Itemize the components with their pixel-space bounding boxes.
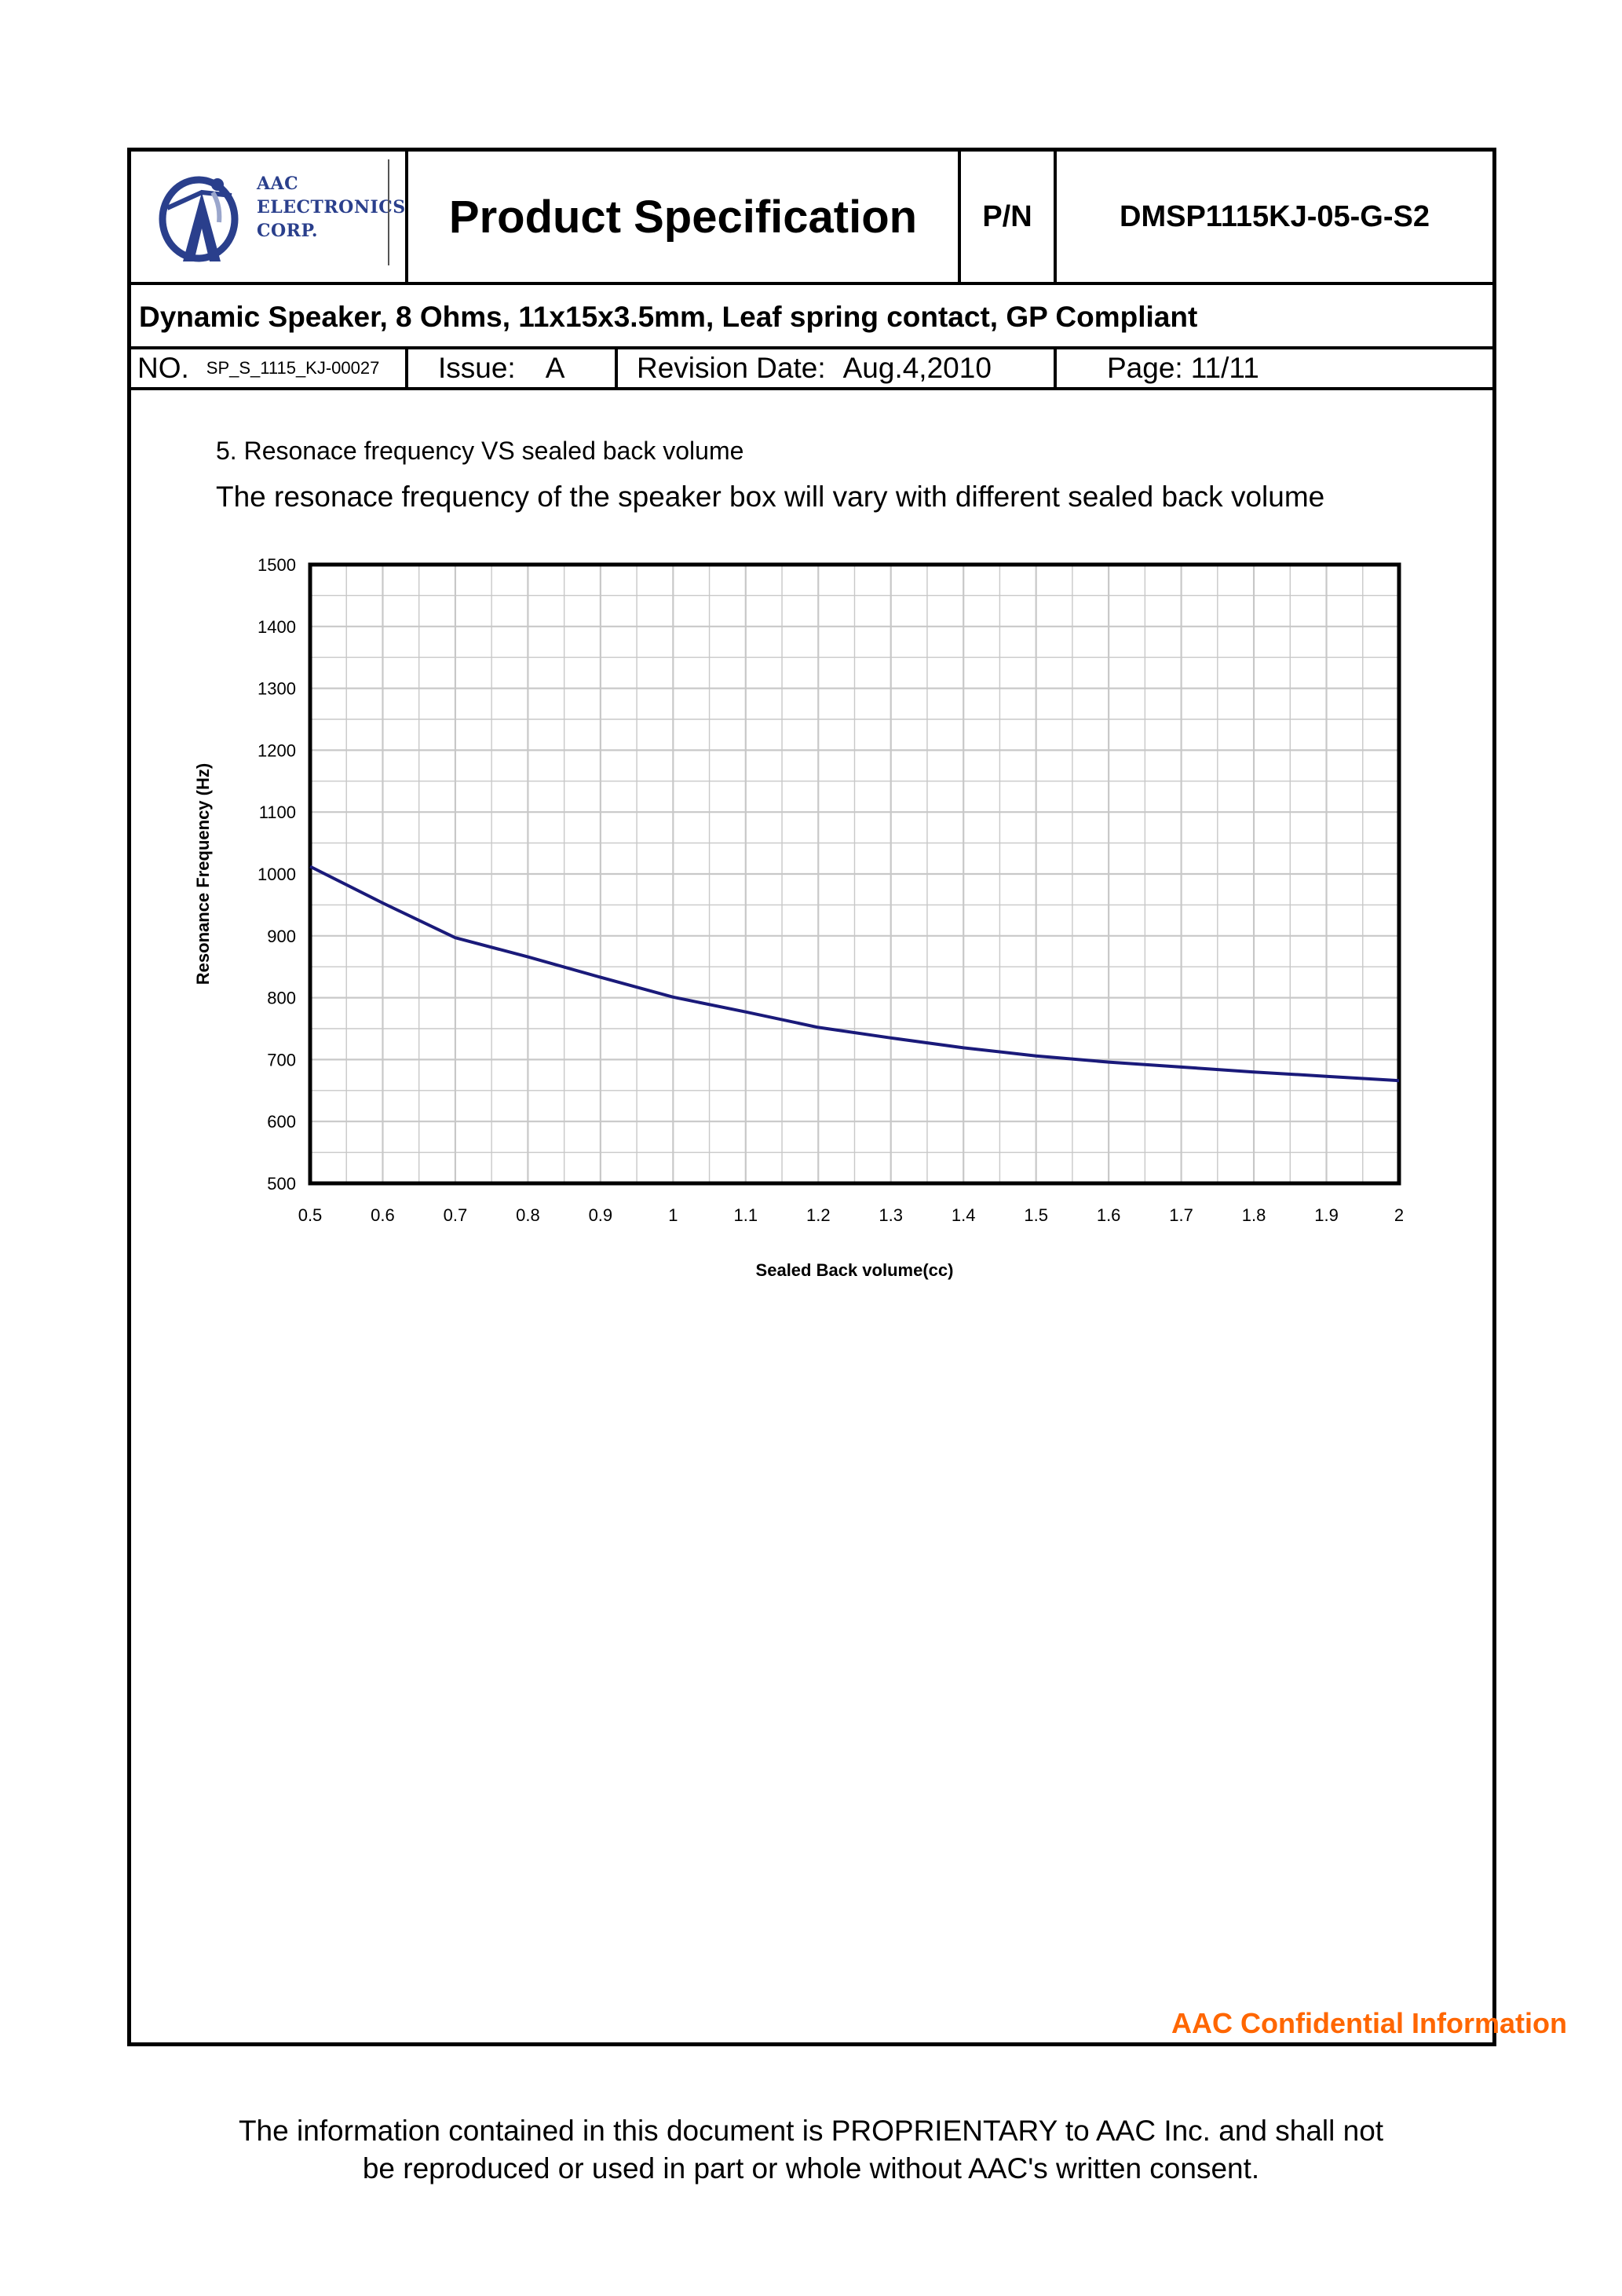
page-cell: Page: 11/11 [1057, 349, 1492, 387]
y-tick-label: 1200 [258, 740, 296, 760]
logo-divider [388, 159, 389, 265]
section-description: The resonace frequency of the speaker bo… [216, 481, 1325, 513]
revision-cell: Revision Date: Aug.4,2010 [618, 349, 1057, 387]
spec-frame: AAC ELECTRONICS CORP. Product Specificat… [127, 148, 1496, 2046]
page-value: 11/11 [1190, 352, 1259, 384]
plot-area-border [308, 562, 1401, 1186]
y-tick-label: 500 [267, 1174, 296, 1194]
x-tick-label: 2 [1394, 1205, 1404, 1225]
pn-label-cell: P/N [961, 152, 1057, 282]
x-tick-label: 1.5 [1024, 1205, 1048, 1225]
y-tick-label: 700 [267, 1050, 296, 1069]
y-tick-label: 1000 [258, 865, 296, 884]
logo-text-line: CORP. [257, 221, 319, 241]
revision-value: Aug.4,2010 [842, 352, 992, 384]
logo-text-line: AAC [257, 174, 299, 194]
aac-logo-icon [159, 176, 239, 262]
x-axis-label: Sealed Back volume(cc) [756, 1260, 954, 1280]
issue-label: Issue: [438, 352, 516, 384]
resonance-chart: 1500140013001200110010009008007006005000… [193, 555, 1404, 1280]
x-tick-label: 1.3 [879, 1205, 903, 1225]
y-axis-label: Resonance Frequency (Hz) [193, 763, 213, 985]
x-tick-label: 0.8 [516, 1205, 540, 1225]
subtitle-row: Dynamic Speaker, 8 Ohms, 11x15x3.5mm, Le… [131, 285, 1492, 349]
header-row: AAC ELECTRONICS CORP. Product Specificat… [131, 152, 1492, 285]
x-tick-label: 0.5 [298, 1205, 323, 1225]
series-line [309, 865, 1400, 1083]
y-tick-label: 1400 [258, 617, 296, 637]
logo-text-line: ELECTRONICS [257, 197, 406, 218]
y-tick-label: 1500 [258, 555, 296, 575]
y-tick-label: 900 [267, 927, 296, 946]
confidential-notice: AAC Confidential Information [1171, 2007, 1567, 2039]
logo-cell: AAC ELECTRONICS CORP. [131, 152, 408, 282]
x-tick-label: 1.7 [1169, 1205, 1193, 1225]
product-subtitle: Dynamic Speaker, 8 Ohms, 11x15x3.5mm, Le… [139, 301, 1198, 333]
x-tick-label: 1 [668, 1205, 678, 1225]
doc-number-value: SP_S_1115_KJ-00027 [206, 358, 380, 378]
y-tick-label: 600 [267, 1112, 296, 1132]
pn-value-cell: DMSP1115KJ-05-G-S2 [1057, 152, 1492, 282]
meta-row: NO. SP_S_1115_KJ-00027 Issue: A Revision… [131, 349, 1492, 390]
issue-cell: Issue: A [408, 349, 618, 387]
footer-line-2: be reproduced or used in part or whole w… [362, 2152, 1260, 2184]
x-tick-label: 0.7 [444, 1205, 468, 1225]
pn-label: P/N [982, 199, 1032, 233]
footer-line-1: The information contained in this docume… [238, 2115, 1384, 2147]
issue-value: A [545, 352, 565, 384]
y-tick-label: 1100 [259, 803, 296, 822]
y-tick-label: 800 [267, 989, 296, 1008]
x-tick-label: 1.1 [734, 1205, 758, 1225]
page-label: Page: [1107, 352, 1183, 384]
x-tick-label: 0.9 [589, 1205, 613, 1225]
pn-value: DMSP1115KJ-05-G-S2 [1120, 199, 1430, 233]
x-tick-label: 1.4 [952, 1205, 976, 1225]
doc-number-label: NO. [137, 352, 189, 384]
x-tick-label: 1.2 [806, 1205, 831, 1225]
document-title: Product Specification [448, 191, 918, 243]
x-tick-label: 1.9 [1314, 1205, 1339, 1225]
y-tick-label: 1300 [258, 679, 296, 699]
x-tick-label: 1.8 [1242, 1205, 1266, 1225]
x-tick-label: 1.6 [1097, 1205, 1121, 1225]
doc-number-cell: NO. SP_S_1115_KJ-00027 [131, 349, 408, 387]
x-tick-label: 0.6 [371, 1205, 395, 1225]
section-heading: 5. Resonace frequency VS sealed back vol… [216, 437, 744, 465]
title-cell: Product Specification [408, 152, 961, 282]
revision-label: Revision Date: [637, 352, 826, 384]
